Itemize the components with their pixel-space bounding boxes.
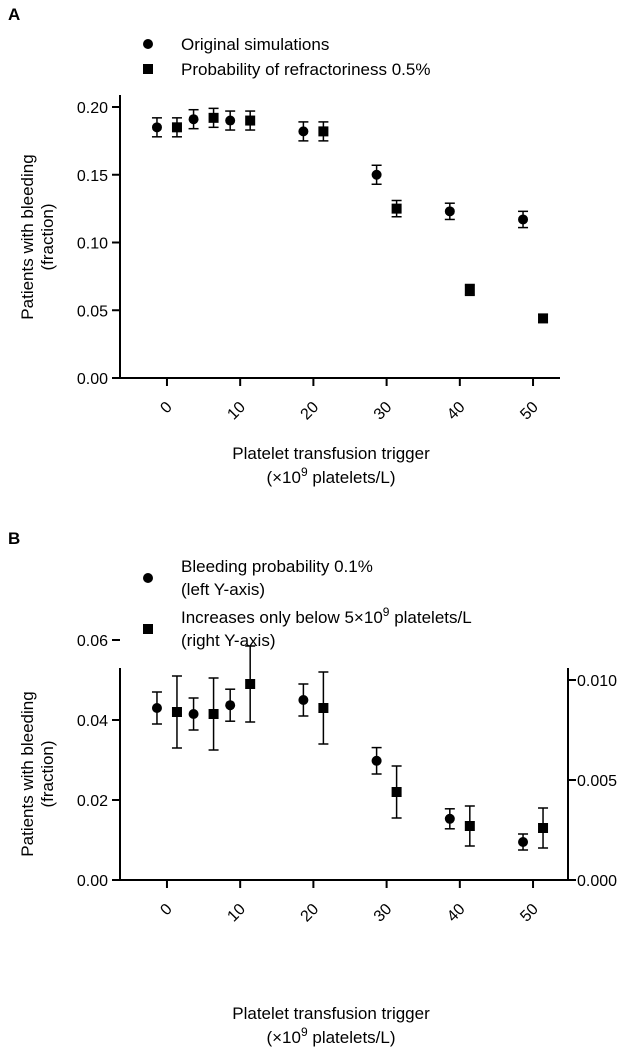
data-point-square-a [538,313,549,324]
legend-b-item-2-line2: (right Y-axis) [181,631,275,650]
y-tick-label-a: 0.10 [77,236,108,253]
y-axis-title-b-line1: Patients with bleeding [18,691,37,856]
data-point-circle-a [298,126,309,137]
data-point-circle-b [371,755,382,766]
legend-a-square-marker [143,64,153,74]
data-point-square-a [208,112,219,123]
y-tick-label-right-b: 0.010 [577,673,617,690]
y-ticks-right-b: 0.000 0.005 0.010 [568,673,617,890]
y-tick-label-right-b: 0.000 [577,873,617,890]
legend-b-square-marker [143,624,153,634]
x-tick-label-b: 30 [371,901,396,926]
x-tick-label-a: 10 [224,399,249,424]
panel-a-label: A [8,5,20,24]
data-point-circle-b [225,700,236,711]
y-tick-label-a: 0.00 [77,371,108,388]
panel-b-label: B [8,529,20,548]
data-point-square-b [318,703,329,713]
data-point-square-a [318,126,329,137]
y-tick-label-b: 0.00 [77,873,108,890]
data-point-square-b [538,823,549,833]
legend-b: Bleeding probability 0.1% (left Y-axis) … [143,557,472,650]
legend-b-item-1-line1: Bleeding probability 0.1% [181,557,373,576]
series-b [151,645,549,851]
x-axis-title-a-line2: (×109 platelets/L) [266,465,395,487]
data-point-square-b [391,787,402,797]
data-point-circle-a [444,206,455,217]
data-point-square-b [245,679,256,689]
data-point-square-a [391,203,402,214]
x-tick-label-b: 50 [517,901,542,926]
legend-b-item-1-line2: (left Y-axis) [181,580,265,599]
data-point-circle-b [188,709,199,719]
data-point-circle-b [518,837,529,847]
y-tick-label-right-b: 0.005 [577,773,617,790]
data-point-circle-b [298,695,309,705]
x-axis-title-b-line2: (×109 platelets/L) [266,1025,395,1047]
x-tick-label-b: 20 [298,901,323,926]
legend-a: Original simulations Probability of refr… [143,35,430,79]
x-tick-label-b: 0 [157,901,175,919]
panel-b: B Bleeding probability 0.1% (left Y-axis… [8,529,617,1047]
data-point-square-b [171,707,182,717]
legend-a-item-1: Original simulations [181,35,329,54]
x-tick-label-b: 40 [444,901,469,926]
data-point-circle-b [444,813,455,824]
data-point-square-b [208,709,219,719]
y-tick-label-a: 0.05 [77,303,108,320]
x-ticks-a: 0 10 20 30 40 50 [157,378,542,424]
y-axis-title-b-line2: (fraction) [38,740,57,807]
data-point-circle-a [225,115,236,126]
y-ticks-left-b: 0.00 0.02 0.04 0.06 [77,633,120,890]
y-axis-title-a-line2: (fraction) [38,203,57,270]
x-tick-label-a: 20 [298,399,323,424]
data-point-circle-b [151,703,162,713]
data-point-circle-a [151,122,162,133]
data-point-square-a [464,284,475,295]
data-point-square-a [171,122,182,133]
y-tick-label-b: 0.06 [77,633,108,650]
data-point-square-b [464,821,475,831]
data-point-circle-a [518,214,529,225]
x-axis-title-b-line1: Platelet transfusion trigger [232,1004,430,1023]
x-tick-label-b: 10 [224,901,249,926]
legend-b-item-2-line1: Increases only below 5×109 platelets/L [181,605,472,627]
data-point-circle-a [371,169,382,180]
legend-a-circle-marker [143,39,153,49]
y-tick-label-b: 0.04 [77,713,108,730]
x-tick-label-a: 40 [444,399,469,424]
x-tick-label-a: 30 [371,399,396,424]
y-axis-title-a-line1: Patients with bleeding [18,154,37,319]
x-axis-title-a-line1: Platelet transfusion trigger [232,444,430,463]
x-tick-label-a: 0 [157,399,175,417]
x-ticks-b: 0 10 20 30 40 50 [157,880,542,926]
data-point-circle-a [188,114,199,125]
y-tick-label-a: 0.20 [77,100,108,117]
legend-b-circle-marker [143,573,153,583]
y-ticks-a: 0.00 0.05 0.10 0.15 0.20 [77,100,120,388]
legend-a-item-2: Probability of refractoriness 0.5% [181,60,430,79]
series-a [151,107,549,324]
data-point-square-a [245,115,256,126]
panel-a: A Original simulations Probability of re… [8,5,560,487]
y-tick-label-a: 0.15 [77,168,108,185]
y-tick-label-b: 0.02 [77,793,108,810]
x-tick-label-a: 50 [517,399,542,424]
